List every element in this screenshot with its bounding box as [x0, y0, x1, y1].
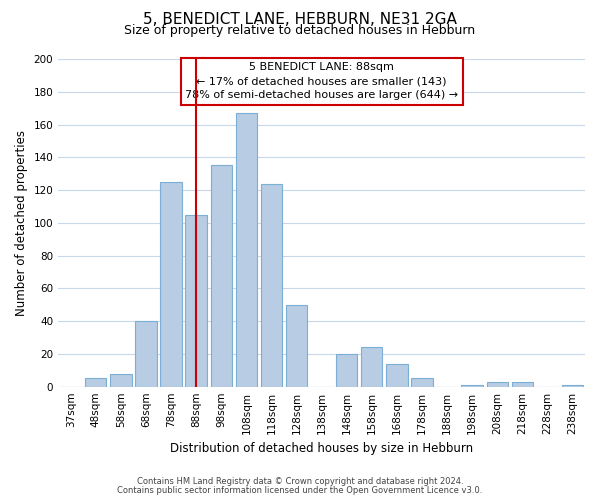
Bar [261, 184, 282, 386]
Bar [512, 382, 533, 386]
Bar [361, 348, 382, 387]
Text: Contains HM Land Registry data © Crown copyright and database right 2024.: Contains HM Land Registry data © Crown c… [137, 477, 463, 486]
Bar [336, 354, 358, 386]
Bar [85, 378, 106, 386]
Bar [236, 113, 257, 386]
Y-axis label: Number of detached properties: Number of detached properties [15, 130, 28, 316]
Text: Size of property relative to detached houses in Hebburn: Size of property relative to detached ho… [124, 24, 476, 37]
Bar [562, 385, 583, 386]
Bar [286, 305, 307, 386]
Bar [160, 182, 182, 386]
Text: Contains public sector information licensed under the Open Government Licence v3: Contains public sector information licen… [118, 486, 482, 495]
Bar [411, 378, 433, 386]
Bar [185, 214, 207, 386]
X-axis label: Distribution of detached houses by size in Hebburn: Distribution of detached houses by size … [170, 442, 473, 455]
Bar [110, 374, 131, 386]
Text: 5 BENEDICT LANE: 88sqm
← 17% of detached houses are smaller (143)
78% of semi-de: 5 BENEDICT LANE: 88sqm ← 17% of detached… [185, 62, 458, 100]
Text: 5, BENEDICT LANE, HEBBURN, NE31 2GA: 5, BENEDICT LANE, HEBBURN, NE31 2GA [143, 12, 457, 28]
Bar [487, 382, 508, 386]
Bar [136, 321, 157, 386]
Bar [386, 364, 407, 386]
Bar [211, 166, 232, 386]
Bar [461, 385, 483, 386]
